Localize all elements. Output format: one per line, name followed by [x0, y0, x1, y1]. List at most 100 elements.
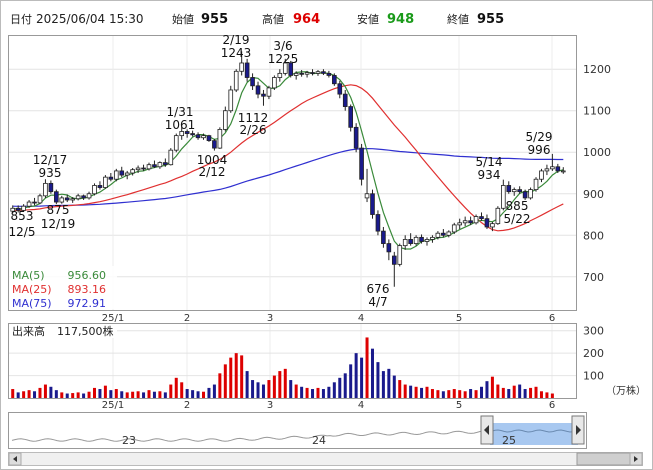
volume-tick-label: 100 — [583, 370, 604, 383]
price-axis: 700 800 900 1000 1100 1200 — [583, 63, 611, 284]
candle-body — [113, 170, 119, 180]
volume-bar — [54, 390, 58, 398]
volume-month-label: 6 — [549, 400, 555, 411]
volume-bar — [398, 380, 402, 398]
price-month-label: 4 — [358, 313, 364, 324]
ma75-value: 972.91 — [68, 297, 107, 310]
volume-bar — [316, 387, 320, 398]
annotation-value: 935 — [39, 166, 62, 180]
annotation-date: 2/12 — [199, 165, 226, 179]
range-navigator[interactable]: 23 24 25 — [8, 412, 587, 449]
candle-body — [517, 189, 522, 193]
candle-body — [370, 193, 375, 215]
scrollbar-track[interactable] — [8, 452, 643, 466]
price-tick-label: 800 — [583, 229, 604, 242]
volume-bar — [142, 392, 146, 398]
candle-body — [462, 220, 468, 224]
candle-body — [201, 135, 206, 139]
scrollbar-thumb[interactable] — [576, 452, 632, 466]
volume-value: 117,500株 — [57, 324, 114, 338]
candle-body — [184, 131, 190, 134]
volume-bar — [60, 392, 64, 398]
candles — [10, 51, 566, 287]
navigator-selection-line — [491, 429, 577, 433]
close-value: 955 — [477, 12, 504, 27]
volume-bar — [43, 384, 47, 398]
candle-body — [152, 164, 157, 168]
candle-body — [419, 236, 424, 242]
annotation-value: 1225 — [268, 52, 299, 66]
candle-body — [43, 182, 48, 197]
candle-body — [141, 167, 146, 170]
candle-body — [391, 255, 397, 265]
volume-bar — [360, 357, 364, 398]
volume-bar — [251, 380, 255, 398]
candle-body — [435, 232, 441, 238]
candle-body — [446, 231, 452, 236]
volume-bar — [474, 390, 478, 398]
candle-body — [108, 176, 114, 180]
volume-bar — [518, 384, 522, 398]
volume-bar — [414, 386, 418, 398]
volume-x-axis: 25/1 2 3 4 5 6 — [102, 400, 555, 411]
candle-body — [424, 239, 430, 242]
annotation-date: 5/14 — [476, 155, 503, 169]
candle-body — [54, 191, 59, 203]
annotation-date: 5/29 — [526, 130, 553, 144]
scrollbar[interactable] — [8, 452, 643, 466]
volume-bar — [234, 353, 238, 398]
volume-bar — [261, 384, 265, 398]
low-label: 安値 — [357, 12, 379, 26]
candle-body — [310, 72, 315, 74]
navigator-selection[interactable] — [490, 423, 578, 445]
annotation-date: 12/5 — [9, 225, 36, 239]
candle-body — [179, 131, 185, 137]
volume-bar — [447, 390, 451, 398]
volume-bar — [545, 392, 549, 398]
volume-bar — [485, 381, 489, 398]
candle-body — [522, 191, 528, 199]
volume-bar — [294, 384, 298, 398]
candle-body — [233, 70, 239, 91]
volume-bar — [49, 386, 53, 398]
navigator-label-25: 25 — [502, 434, 516, 447]
navigator-right-handle[interactable] — [571, 415, 585, 445]
candle-body — [48, 182, 54, 193]
volume-bar — [76, 392, 80, 398]
price-month-label: 6 — [549, 313, 555, 324]
candle-body — [441, 232, 446, 236]
volume-bar — [218, 373, 222, 398]
annotation-date: 12/17 — [33, 153, 68, 167]
candle-body — [353, 126, 359, 149]
candle-body — [86, 193, 92, 199]
annotation-value: 853 — [11, 209, 34, 223]
volume-bar — [256, 382, 260, 398]
candle-body — [206, 135, 212, 142]
scroll-right-icon — [634, 456, 638, 462]
candle-body — [533, 178, 539, 191]
annotation-date: 12/19 — [41, 217, 76, 231]
candle-body — [544, 168, 550, 172]
candle-body — [326, 72, 332, 76]
volume-bar — [512, 385, 516, 398]
volume-bar — [523, 389, 527, 398]
candle-body — [364, 193, 370, 199]
ma-legend: MA(5) 956.60 MA(25) 893.16 MA(75) 972.91 — [9, 266, 117, 310]
annotation-value: 676 — [367, 282, 390, 296]
volume-bar — [534, 386, 538, 398]
candle-body — [528, 189, 533, 199]
volume-bar — [82, 393, 86, 398]
annotation-value: 1004 — [197, 153, 228, 167]
navigator-left-handle[interactable] — [480, 415, 494, 445]
candle-body — [173, 135, 179, 151]
volume-bar — [180, 382, 184, 398]
volume-bar — [136, 391, 140, 398]
volume-bar — [147, 390, 151, 398]
candle-body — [250, 77, 255, 87]
candle-body — [560, 170, 566, 173]
price-grid — [9, 36, 576, 310]
ma5-value: 956.60 — [68, 269, 107, 282]
annotation-value: 996 — [528, 143, 551, 157]
volume-bar — [87, 391, 91, 398]
volume-bar — [158, 391, 162, 398]
